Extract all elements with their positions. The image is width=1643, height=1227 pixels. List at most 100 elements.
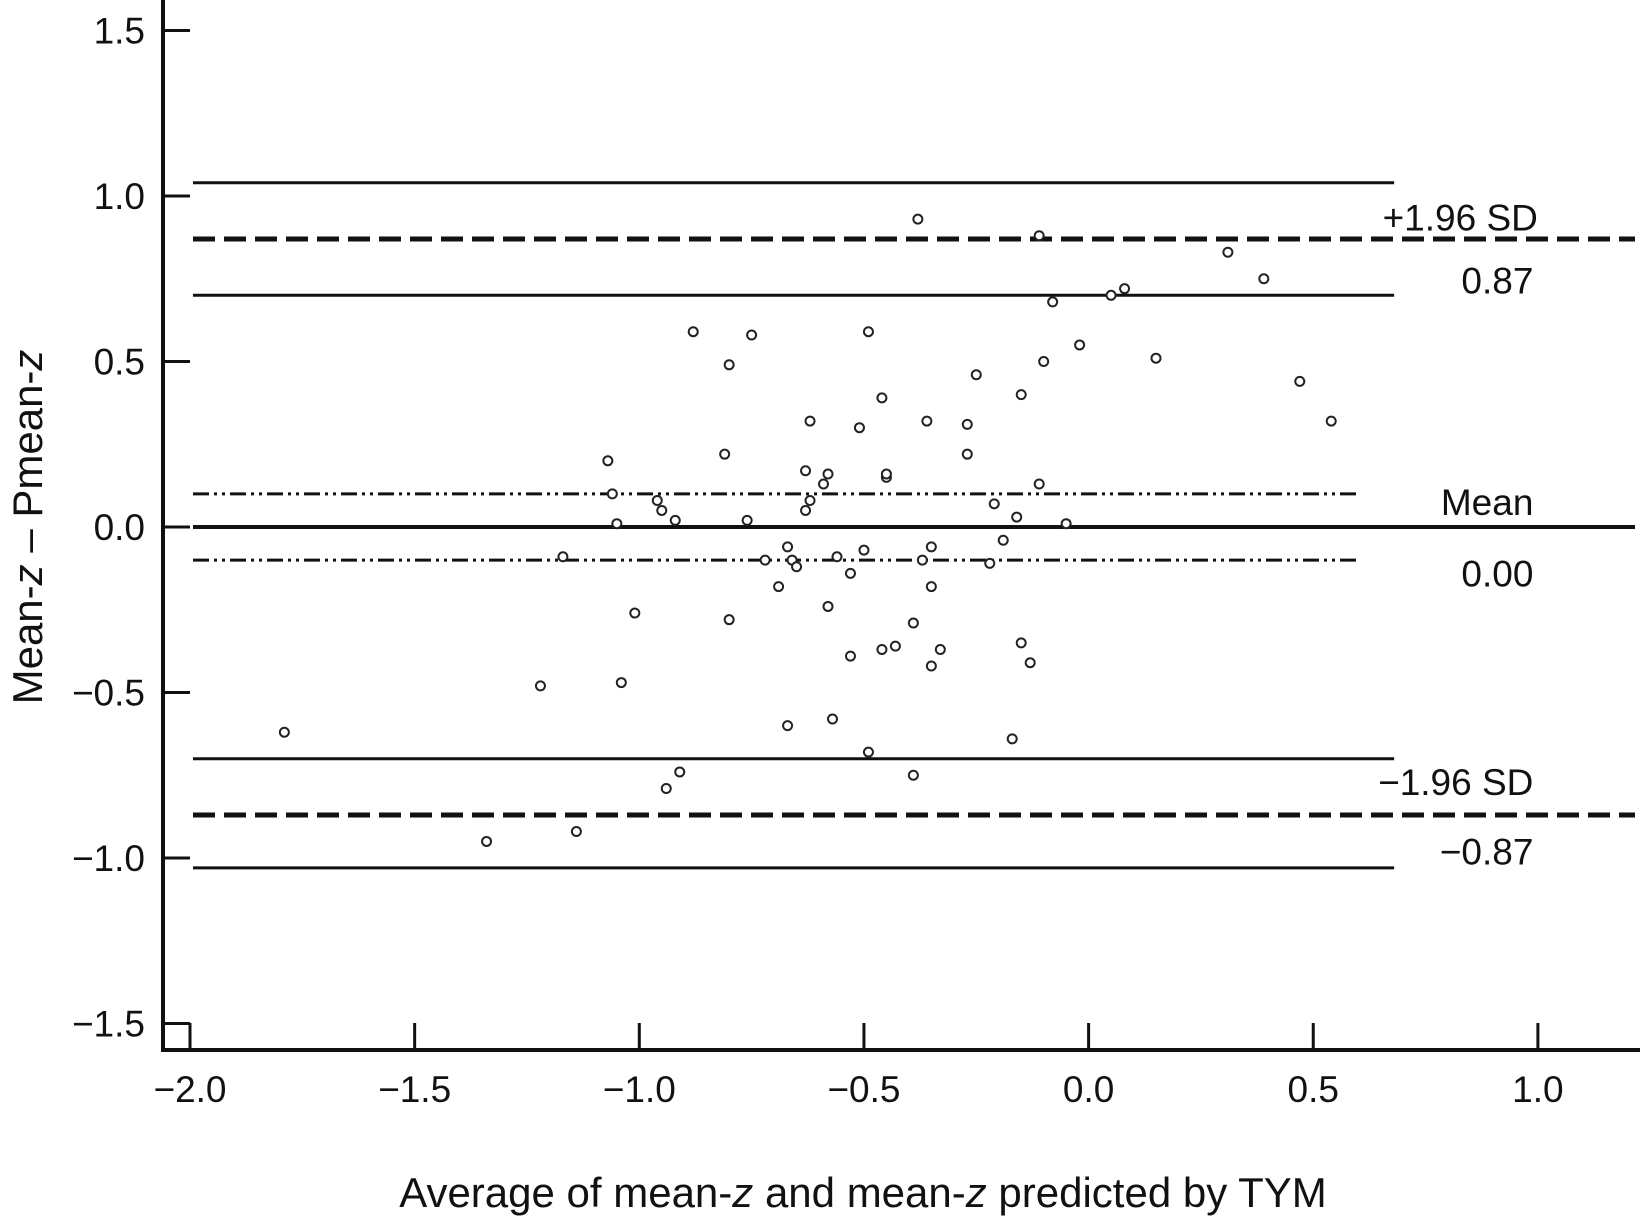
annotation-label: −0.87 — [1440, 831, 1534, 872]
data-point — [988, 498, 1000, 510]
axis-title-part: and mean- — [753, 1169, 965, 1216]
data-point — [997, 534, 1009, 546]
data-point — [481, 835, 493, 847]
x-tick-label: −0.5 — [827, 1069, 900, 1110]
axis-title-part: Average of mean- — [399, 1169, 732, 1216]
data-point — [916, 554, 928, 566]
x-tick-label: −2.0 — [153, 1069, 226, 1110]
data-point — [912, 213, 924, 225]
data-point — [831, 551, 843, 563]
annotations: +1.96 SD 0.87 Mean 0.00 −1.96 SD −0.87 — [1378, 198, 1538, 873]
data-point — [773, 581, 785, 593]
y-tick-label: 0.0 — [94, 507, 145, 548]
data-point — [961, 418, 973, 430]
data-point — [570, 826, 582, 838]
x-tick-label: −1.5 — [378, 1069, 451, 1110]
data-point — [629, 607, 641, 619]
x-tick-label: 0.0 — [1063, 1069, 1114, 1110]
x-tick-label: 0.5 — [1288, 1069, 1339, 1110]
data-point — [818, 478, 830, 490]
axis-title-part: Mean- — [4, 585, 51, 704]
data-point — [782, 541, 794, 553]
data-point — [862, 746, 874, 758]
annotation-label: −1.96 SD — [1378, 762, 1533, 803]
axis-title-part: z — [731, 1169, 753, 1216]
data-point — [723, 614, 735, 626]
x-axis-title: Average of mean-z and mean-z predicted b… — [399, 1169, 1327, 1216]
data-point — [1011, 511, 1023, 523]
data-point — [925, 541, 937, 553]
data-point — [1047, 296, 1059, 308]
y-axis-title: Mean-z – Pmean-z — [4, 350, 51, 705]
data-point — [1015, 637, 1027, 649]
data-point — [1033, 230, 1045, 242]
data-point — [606, 488, 618, 500]
y-tick-label: 0.5 — [94, 342, 145, 383]
data-point — [660, 782, 672, 794]
data-point — [669, 514, 681, 526]
data-point — [1060, 518, 1072, 530]
reference-lines — [193, 181, 1635, 870]
y-tick-label: −1.5 — [72, 1004, 145, 1045]
axis-title-part: z — [4, 564, 51, 586]
data-point — [1038, 356, 1050, 367]
data-point — [719, 448, 731, 460]
data-point — [741, 514, 753, 526]
data-point — [876, 643, 888, 655]
data-point — [1015, 389, 1027, 401]
data-point — [1222, 246, 1234, 258]
data-point — [862, 326, 874, 338]
data-point — [880, 468, 892, 480]
data-point — [278, 726, 290, 738]
data-point — [651, 495, 663, 507]
data-point — [1119, 283, 1131, 295]
data-point — [1325, 415, 1337, 427]
data-point — [858, 544, 870, 556]
data-point — [804, 495, 816, 507]
data-point — [782, 720, 794, 732]
data-point — [1074, 339, 1086, 351]
data-point — [602, 455, 614, 467]
data-point — [961, 448, 973, 460]
axis-title-part: predicted by TYM — [987, 1169, 1327, 1216]
x-tick-label: −1.0 — [603, 1069, 676, 1110]
y-tick-label: −0.5 — [72, 673, 145, 714]
data-point — [984, 557, 996, 569]
data-point — [876, 392, 888, 404]
annotation-label: 0.87 — [1461, 260, 1533, 301]
data-point — [723, 359, 735, 371]
data-point — [800, 504, 812, 516]
data-point — [970, 369, 982, 381]
data-point — [1024, 657, 1036, 669]
y-tick-label: −1.0 — [72, 838, 145, 879]
data-point — [1150, 352, 1162, 364]
data-point — [822, 468, 834, 480]
data-point — [822, 600, 834, 612]
data-point — [759, 554, 771, 566]
data-point — [889, 640, 901, 652]
y-tick-label: 1.0 — [94, 176, 145, 217]
data-point — [1033, 478, 1045, 490]
annotation-label: +1.96 SD — [1383, 198, 1538, 239]
data-point — [687, 326, 699, 338]
data-point — [907, 617, 919, 629]
data-point — [804, 415, 816, 427]
data-point — [746, 329, 758, 341]
data-point — [534, 680, 546, 692]
data-point — [826, 713, 838, 725]
data-point — [800, 465, 812, 477]
x-tick-label: 1.0 — [1512, 1069, 1563, 1110]
data-point — [934, 643, 946, 655]
data-point — [844, 650, 856, 662]
data-point — [844, 567, 856, 579]
data-point — [1105, 289, 1117, 301]
data-point — [674, 766, 686, 778]
data-point — [907, 769, 919, 781]
data-point — [791, 561, 803, 573]
data-point — [925, 660, 937, 672]
data-point — [611, 518, 623, 530]
data-points — [278, 213, 1337, 847]
data-point — [656, 504, 668, 516]
